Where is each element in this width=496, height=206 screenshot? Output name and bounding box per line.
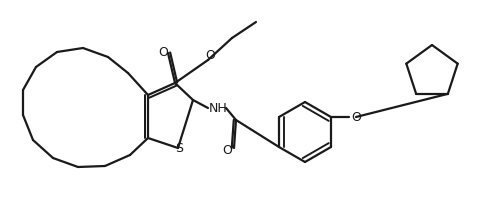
Text: S: S bbox=[175, 142, 183, 154]
Text: O: O bbox=[351, 110, 361, 124]
Text: O: O bbox=[222, 144, 232, 158]
Text: O: O bbox=[158, 46, 168, 59]
Text: NH: NH bbox=[209, 102, 227, 115]
Text: O: O bbox=[205, 48, 215, 62]
